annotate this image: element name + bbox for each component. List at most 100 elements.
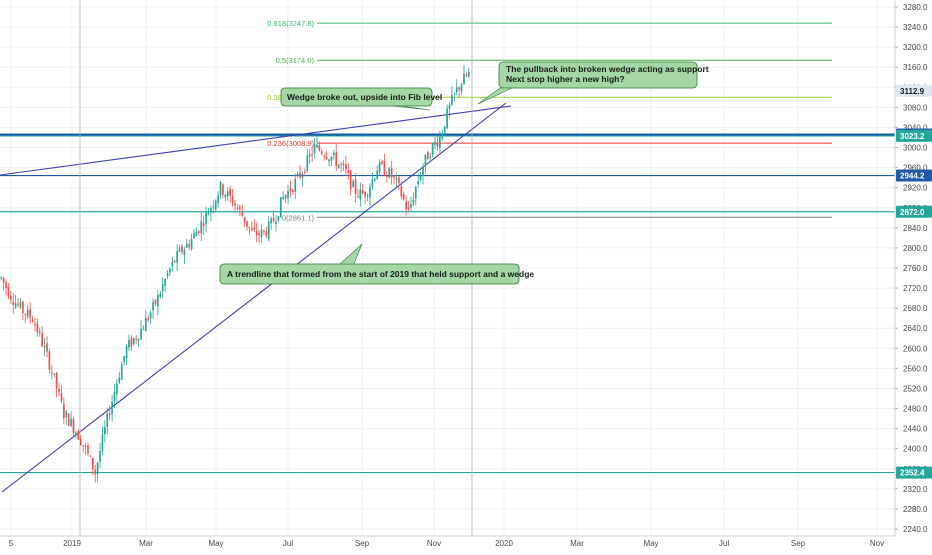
candle-body — [91, 457, 94, 470]
candle-body — [451, 94, 453, 105]
candle-body — [125, 346, 128, 359]
candle-body — [308, 154, 311, 157]
x-axis[interactable]: 5 2019 Mar May Jul Sep Nov 2020 Mar May Jul Sep Nov — [0, 535, 895, 548]
candle-body — [311, 154, 313, 156]
candle-body — [238, 206, 241, 210]
annotation-trendline[interactable]: A trendline that formed from the start o… — [219, 243, 534, 285]
y-tick-label: 2280.0 — [903, 505, 928, 514]
candle-body — [188, 243, 191, 248]
candle-body — [10, 295, 12, 300]
candle-body — [79, 438, 82, 445]
annotation-pullback[interactable]: The pullback into broken wedge acting as… — [477, 61, 709, 105]
candle-body — [43, 345, 46, 348]
y-tick-label: 2480.0 — [903, 405, 928, 414]
candle-body — [359, 189, 362, 200]
candle-body — [320, 151, 323, 154]
candle-body — [142, 328, 145, 330]
y-tick-label: 2560.0 — [903, 364, 928, 373]
x-tick-label: 5 — [9, 539, 14, 548]
candle-body — [299, 172, 301, 178]
candle-body — [128, 340, 130, 348]
y-tick-label: 3040.0 — [903, 123, 928, 132]
candle-body — [5, 281, 7, 289]
x-tick-label: May — [643, 539, 658, 548]
candle-body — [185, 243, 188, 248]
candle-body — [12, 301, 15, 305]
candle-body — [340, 163, 342, 165]
candle-body — [352, 181, 354, 187]
candle-body — [38, 331, 41, 333]
candle-body — [349, 170, 352, 190]
candle-body — [390, 168, 393, 178]
candle-body — [104, 427, 106, 435]
candle-body — [279, 197, 282, 218]
candle-body — [200, 221, 203, 234]
candle-body — [176, 251, 178, 263]
price-tag-label: 2872.0 — [900, 208, 925, 217]
candle-body — [287, 191, 289, 199]
candle-body — [393, 175, 395, 178]
candle-body — [113, 391, 116, 402]
annotation-wedge-breakout-text: Wedge broke out, upside into Fib level — [287, 92, 442, 102]
candle-body — [251, 228, 253, 231]
price-tag-bg — [896, 466, 932, 479]
x-tick-label: Mar — [139, 539, 153, 548]
candle-body — [439, 136, 441, 148]
candle-body — [426, 151, 429, 160]
candle-body — [337, 164, 340, 168]
candle-body — [234, 203, 236, 206]
annotation-trendline-text: A trendline that formed from the start o… — [227, 269, 534, 279]
candle-body — [70, 418, 72, 426]
candle-body — [395, 178, 398, 180]
y-tick-label: 3160.0 — [903, 63, 928, 72]
candle-body — [82, 445, 84, 447]
candle-body — [328, 159, 330, 162]
y-tick-label: 3280.0 — [903, 3, 928, 12]
candle-body — [398, 177, 400, 184]
annotation-wedge-breakout[interactable]: Wedge broke out, upside into Fib level — [280, 87, 442, 111]
candle-body — [147, 317, 150, 320]
wedge-upper-line[interactable] — [0, 105, 512, 176]
candle-body — [181, 246, 183, 253]
trendline-2019-support[interactable] — [1, 102, 507, 493]
candle-body — [318, 144, 321, 151]
candle-body — [369, 187, 371, 198]
candle-body — [0, 277, 3, 279]
candle-body — [101, 434, 104, 452]
candle-body — [342, 163, 345, 165]
candle-body — [414, 186, 417, 199]
price-tag-bg — [896, 129, 932, 142]
candle-body — [106, 413, 109, 427]
candle-body — [84, 445, 87, 447]
candle-body — [455, 87, 458, 93]
candle-body — [159, 293, 162, 297]
y-tick-label: 2960.0 — [903, 164, 928, 173]
candle-body — [460, 84, 463, 92]
candle-body — [198, 230, 200, 233]
candle-body — [171, 261, 174, 267]
y-tick-label: 2720.0 — [903, 284, 928, 293]
candle-body — [292, 190, 294, 192]
candle-body — [87, 445, 89, 454]
candle-body — [53, 373, 56, 375]
x-tick-label: Nov — [870, 539, 884, 548]
candle-body — [313, 144, 316, 154]
candle-body — [419, 175, 422, 181]
candle-body — [241, 211, 244, 217]
candle-body — [364, 191, 366, 197]
candle-body — [306, 155, 309, 171]
candle-body — [373, 178, 376, 181]
annotation-pullback-text-line2: Next stop higher a new high? — [506, 74, 625, 84]
candle-body — [284, 195, 287, 199]
candle-body — [137, 338, 140, 341]
candle-body — [202, 223, 205, 226]
candle-body — [149, 312, 152, 319]
candle-body — [60, 393, 63, 401]
candle-body — [429, 156, 432, 158]
candle-body — [443, 126, 446, 133]
y-tick-label: 2680.0 — [903, 304, 928, 313]
candle-body — [270, 218, 272, 224]
candle-body — [229, 188, 232, 197]
